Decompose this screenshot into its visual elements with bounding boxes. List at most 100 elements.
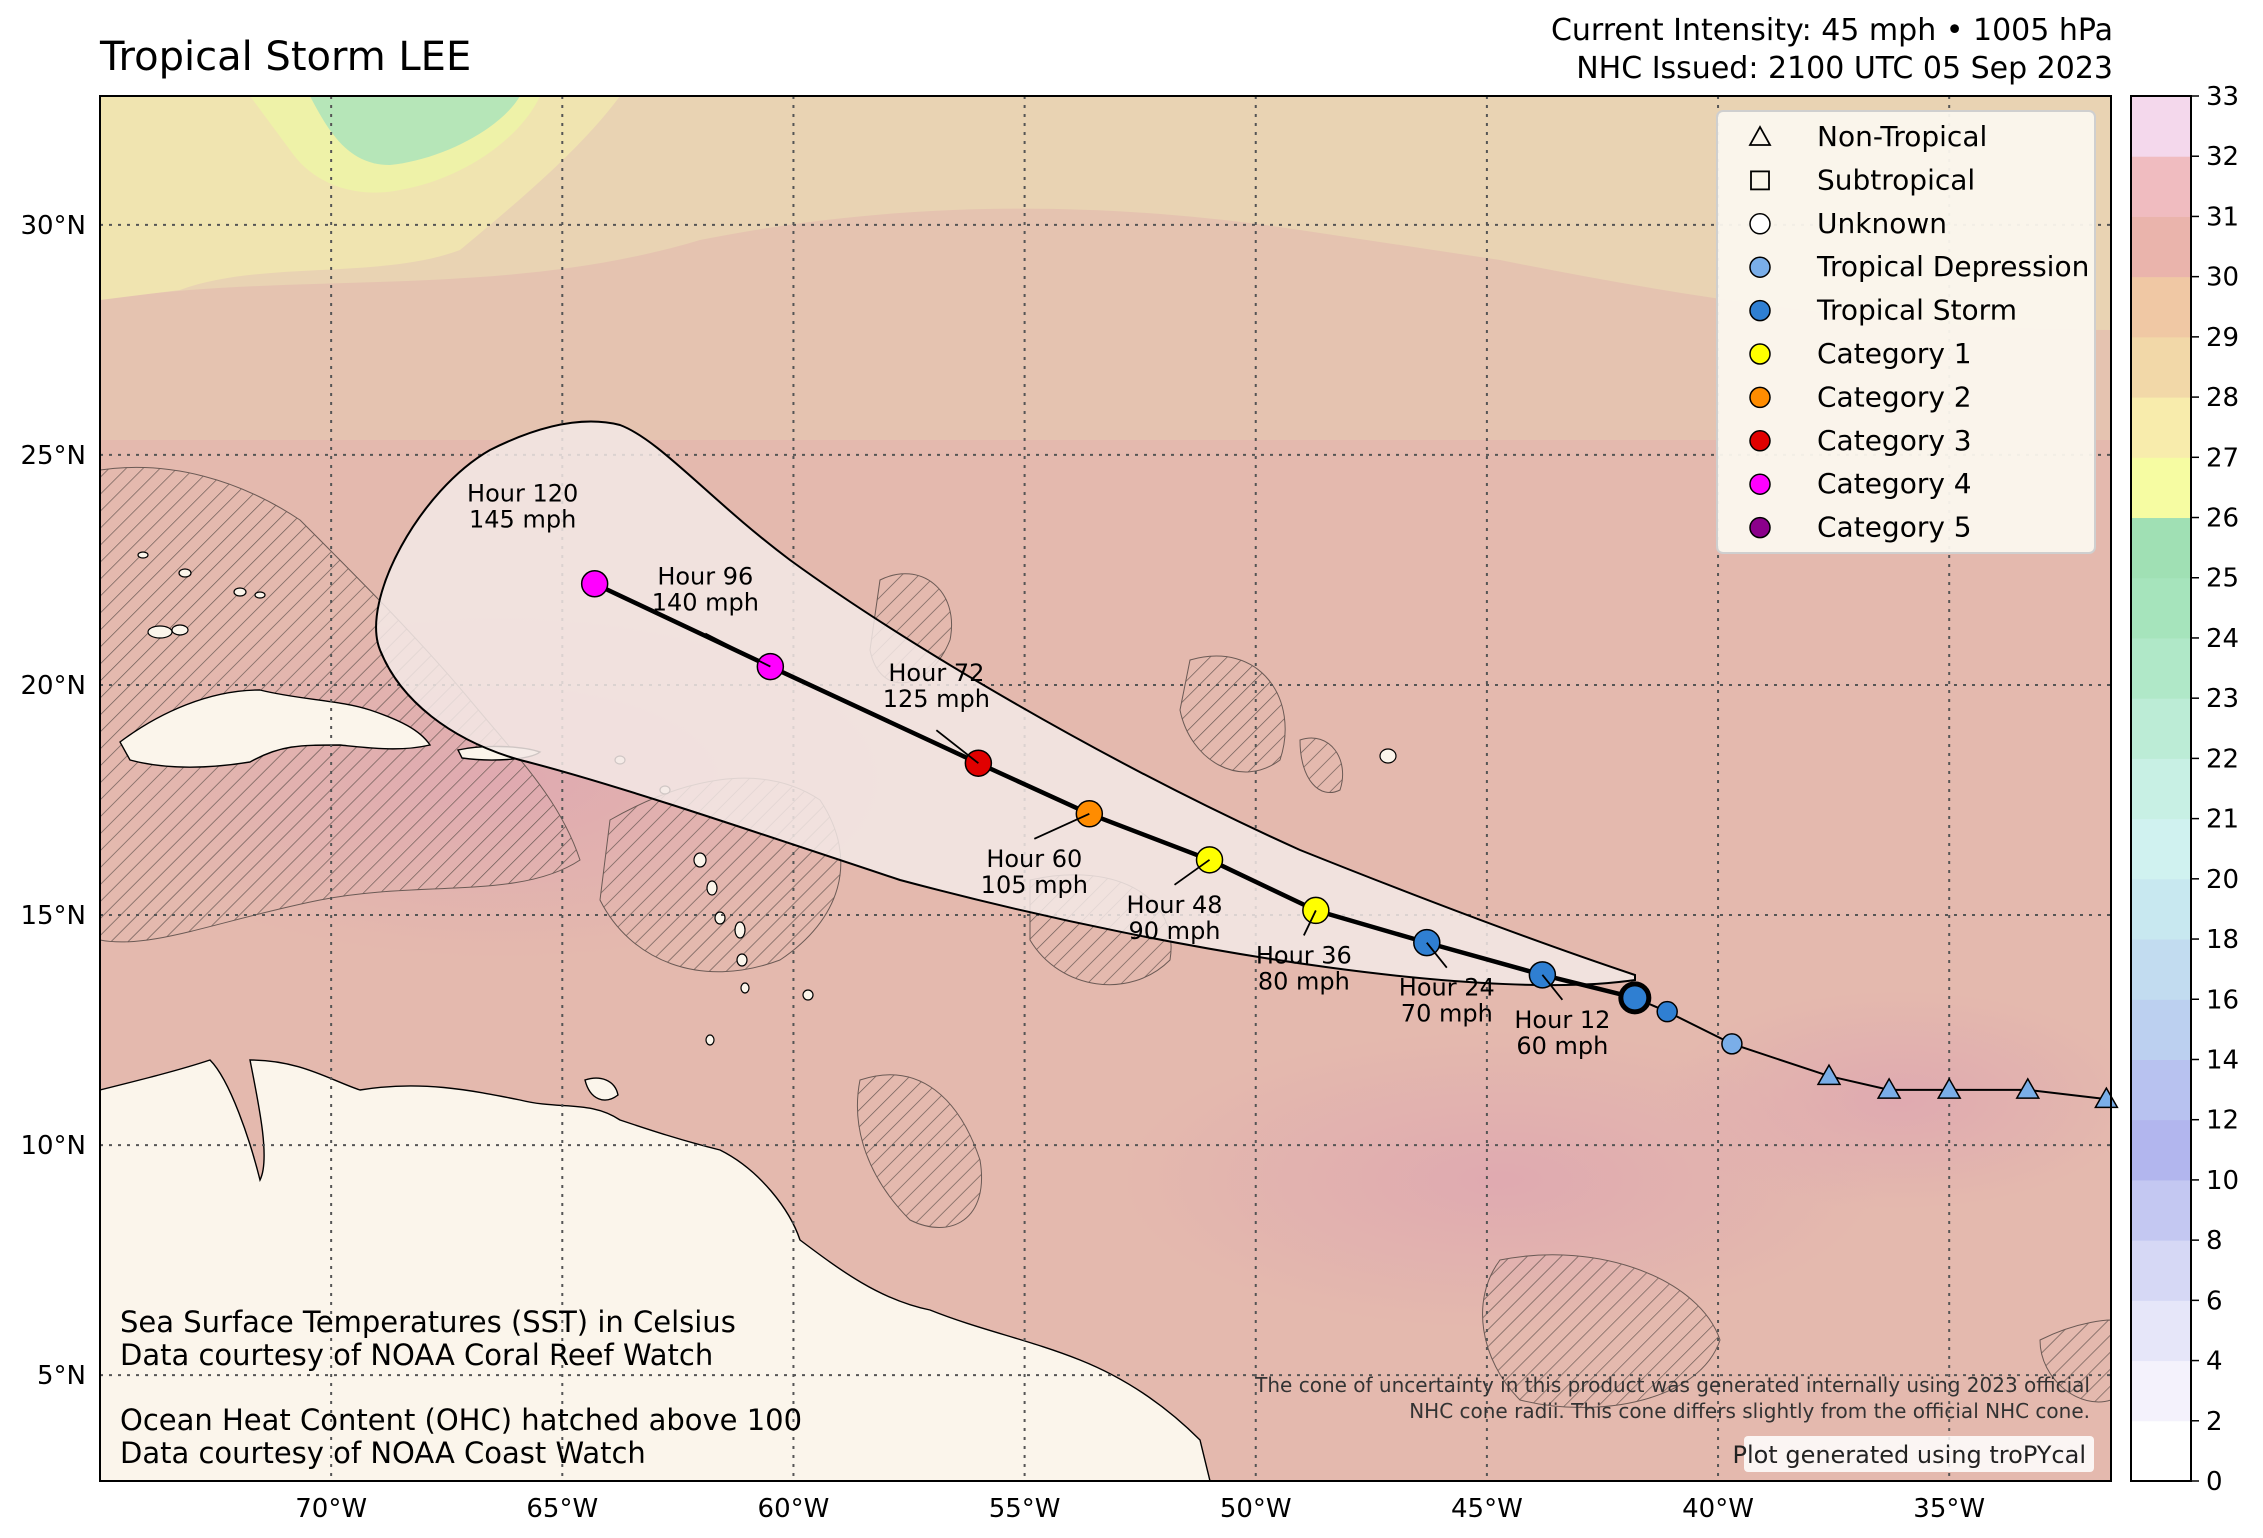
axis-labels: 70°W 65°W 60°W 55°W 50°W 45°W 40°W 35°W 5°N 10°N 1… [20,211,1985,1524]
cone-of-uncertainty [375,420,1636,987]
lon-tick-label: 70°W [295,1494,367,1524]
colorbar-band [2131,758,2191,820]
cone-note-line-2: NHC cone radii. This cone differs slight… [1409,1399,2090,1423]
colorbar-band [2131,577,2191,639]
legend-label: Unknown [1817,207,1947,240]
colorbar-band [2131,939,2191,1000]
forecast-label-leader [1541,974,1564,1001]
legend-marker-circle [1749,299,1771,322]
lat-tick-label: 15°N [20,901,86,931]
colorbar-frame [2130,95,2192,1482]
legend-label: Category 1 [1817,337,1972,370]
forecast-wind-label: 90 mph [1129,917,1221,945]
colorbar-tick-label: 31 [2206,202,2239,232]
forecast-hour-label: Hour 36 [1256,941,1352,969]
colorbar-band [2131,1360,2191,1422]
forecast-label-leader [1426,942,1448,969]
colorbar-tick-label: 32 [2206,142,2239,172]
colorbar-tick-label: 26 [2206,504,2239,534]
forecast-wind-label: 125 mph [883,685,990,713]
colorbar-tick-label: 20 [2206,865,2239,895]
forecast-wind-label: 60 mph [1516,1032,1608,1060]
lon-tick-label: 40°W [1682,1494,1754,1524]
sst-region-north-warm [100,208,2111,440]
colorbar-tick-label: 2 [2206,1407,2223,1437]
colorbar-tick-label: 23 [2206,684,2239,714]
colorbar-tick-label: 18 [2206,925,2239,955]
lon-tick-label: 35°W [1913,1494,1985,1524]
south-america-landmass [100,1059,1211,1481]
forecast-hour-label: Hour 72 [888,659,984,687]
colorbar-band [2131,878,2191,940]
past-track-marker [1656,1000,1678,1023]
colorbar-band [2131,1240,2191,1301]
sst-region-coolest [310,96,520,165]
lat-tick-label: 10°N [20,1131,86,1161]
colorbar-tick-label: 30 [2206,263,2239,293]
legend-marker-triangle [1748,125,1772,146]
colorbar-tick-label: 4 [2206,1347,2223,1377]
colorbar-band [2131,1300,2191,1362]
current-position-marker [1618,981,1652,1015]
lon-tick-label: 50°W [1220,1494,1292,1524]
colorbar-tick-label: 0 [2206,1467,2223,1497]
lon-tick-label: 55°W [989,1494,1061,1524]
colorbar-band [2131,1179,2191,1241]
colorbar-tick-label: 12 [2206,1106,2239,1136]
legend-label: Category 2 [1817,380,1972,413]
colorbar-tick-label: 10 [2206,1166,2239,1196]
colorbar-band [2131,457,2191,519]
colorbar-tick-label: 28 [2206,383,2239,413]
forecast-hour-label: Hour 96 [657,563,753,591]
credit-box [1744,1436,2094,1472]
colorbar-tick-label: 29 [2206,323,2239,353]
lat-tick-label: 20°N [20,671,86,701]
colorbar-band [2131,276,2191,338]
legend-label: Category 5 [1817,511,1972,544]
trinidad [584,1077,619,1101]
forecast-wind-label: 145 mph [469,506,576,534]
colorbar-tick-label: 27 [2206,443,2239,473]
forecast-label-leader [1303,910,1317,936]
forecast-wind-label: 70 mph [1401,1000,1493,1028]
colorbar-tick-label: 6 [2206,1286,2223,1316]
forecast-hour-label: Hour 24 [1399,974,1495,1002]
forecast-hour-label: Hour 120 [467,480,578,508]
past-track-marker-non-tropical [2015,1077,2041,1099]
cone-note-line-1: The cone of uncertainty in this product … [1254,1373,2090,1397]
colorbar-bands [2131,96,2191,1482]
colorbar-band [2131,698,2191,759]
ohc-title: Ocean Heat Content (OHC) hatched above 1… [120,1403,802,1437]
colorbar-band [2131,1119,2191,1181]
gridlines [100,96,2111,1481]
colorbar-tick-label: 16 [2206,985,2239,1015]
legend-label: Category 3 [1817,424,1972,457]
legend-label: Tropical Depression [1816,250,2089,283]
legend-box [1716,110,2096,554]
colorbar-band [2131,517,2191,579]
map-annotations: Sea Surface Temperatures (SST) in Celsiu… [120,1305,2094,1472]
lon-tick-label: 60°W [758,1494,830,1524]
forecast-hour-label: Hour 12 [1514,1006,1610,1034]
legend-marker-circle [1749,343,1771,365]
colorbar-band [2131,1059,2191,1121]
colorbar-band [2131,397,2191,458]
colorbar-band [2131,1420,2191,1482]
forecast-wind-label: 140 mph [652,589,759,617]
colorbar-tick-label: 25 [2206,564,2239,594]
legend-marker-circle [1749,473,1771,495]
past-track-marker-non-tropical [1816,1063,1842,1086]
colorbar-band [2131,96,2191,157]
sst-title: Sea Surface Temperatures (SST) in Celsiu… [120,1305,736,1339]
credit-text: Plot generated using troPYcal [1732,1441,2086,1469]
colorbar-tick-label: 22 [2206,744,2239,774]
past-track-line [1634,996,2107,1101]
nhc-issued: NHC Issued: 2100 UTC 05 Sep 2023 [1576,51,2113,86]
hispaniola [119,689,432,768]
colorbar-band [2131,999,2191,1060]
legend-items: Non-Tropical Subtropical Unknown Tropical D… [1748,120,2089,544]
past-track-marker-non-tropical [1936,1077,1962,1099]
legend-label: Non-Tropical [1817,120,1987,153]
forecast-label-leader [704,632,771,668]
